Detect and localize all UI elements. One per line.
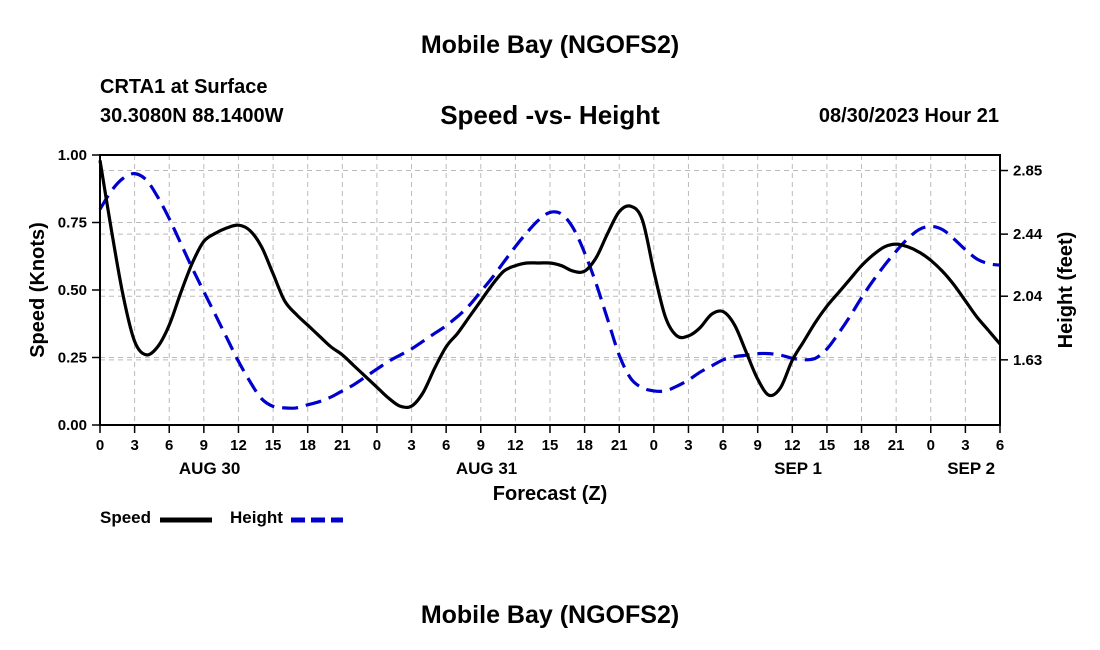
y2-axis-label: Height (feet) <box>1055 232 1077 349</box>
y-tick-label: 0.25 <box>58 350 87 367</box>
x-tick-label: 0 <box>927 437 935 454</box>
y2-tick-label: 2.04 <box>1013 288 1043 305</box>
x-tick-label: 3 <box>130 437 138 454</box>
x-tick-label: 21 <box>888 437 905 454</box>
y-tick-label: 1.00 <box>58 147 87 164</box>
y-tick-label: 0.75 <box>58 215 87 232</box>
x-tick-label: 12 <box>784 437 801 454</box>
x-tick-label: 15 <box>542 437 559 454</box>
y-tick-label: 0.00 <box>58 417 87 434</box>
x-tick-label: 6 <box>442 437 450 454</box>
x-tick-label: 18 <box>299 437 316 454</box>
x-tick-label: 21 <box>334 437 351 454</box>
x-tick-label: 18 <box>576 437 593 454</box>
series-speed-line <box>98 160 1002 410</box>
x-tick-label: 21 <box>611 437 628 454</box>
y-axis-label: Speed (Knots) <box>27 222 49 358</box>
speed-height-chart: 0 3 6 9 12 15 18 21 0 3 6 9 12 15 18 21 0 3 6 9 12 15 18 21 0 3 6A… <box>27 147 1077 505</box>
x-tick-label: 0 <box>373 437 381 454</box>
footer-title: Mobile Bay (NGOFS2) <box>420 601 680 629</box>
legend-speed-label: Speed <box>100 508 152 527</box>
date-label: SEP 2 <box>947 459 995 478</box>
series-height-line <box>98 171 1001 410</box>
x-tick-label: 18 <box>853 437 870 454</box>
y2-tick-label: 2.85 <box>1013 163 1042 180</box>
date-label: SEP 1 <box>774 459 822 478</box>
x-tick-label: 15 <box>819 437 836 454</box>
y2-tick-label: 1.63 <box>1013 352 1042 369</box>
x-tick-label: 3 <box>407 437 415 454</box>
y2-tick-label: 2.44 <box>1013 226 1043 243</box>
x-tick-label: 9 <box>754 437 762 454</box>
station-name: CRTA1 at Surface <box>100 76 268 98</box>
legend-swatches <box>160 517 343 523</box>
station-coords: 30.3080N 88.1400W <box>100 105 284 127</box>
x-tick-label: 12 <box>230 437 247 454</box>
x-tick-label: 0 <box>650 437 658 454</box>
x-axis-label: Forecast (Z) <box>493 483 607 505</box>
x-tick-label: 12 <box>507 437 524 454</box>
x-tick-label: 0 <box>96 437 104 454</box>
forecast-datetime: 08/30/2023 Hour 21 <box>818 105 999 127</box>
y-tick-label: 0.50 <box>58 282 87 299</box>
x-tick-label: 6 <box>996 437 1004 454</box>
tick-layer: 0 3 6 9 12 15 18 21 0 3 6 9 12 15 18 21 0 3 6 9 12 15 18 21 0 3 6A… <box>58 147 1043 478</box>
series-layer <box>98 160 1002 410</box>
x-tick-label: 9 <box>200 437 208 454</box>
date-label: AUG 30 <box>179 459 240 478</box>
x-tick-label: 6 <box>719 437 727 454</box>
x-tick-label: 3 <box>684 437 692 454</box>
x-tick-label: 3 <box>961 437 969 454</box>
main-title: Mobile Bay (NGOFS2) <box>420 31 680 59</box>
legend-height-label: Height <box>230 508 283 527</box>
chart-subtitle: Speed -vs- Height <box>440 100 660 130</box>
x-tick-label: 6 <box>165 437 173 454</box>
grid-layer <box>100 155 1000 425</box>
x-tick-label: 15 <box>265 437 282 454</box>
date-label: AUG 31 <box>456 459 517 478</box>
x-tick-label: 9 <box>477 437 485 454</box>
